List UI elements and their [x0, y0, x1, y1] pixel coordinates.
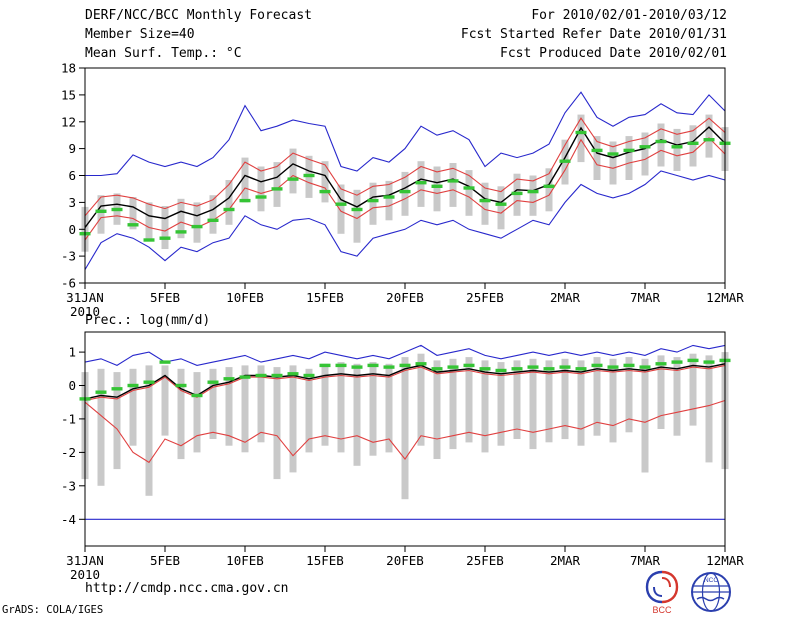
ncc-logo-text: NCC — [704, 577, 718, 584]
temp-chart: -6 -3 0 3 6 9 12 15 18 31JAN 5FEB 10FEB 15FEB 20FEB 25… — [61, 61, 744, 320]
prec-series-lower-red-line — [84, 399, 726, 464]
temp-series-ensemble-mean — [84, 126, 726, 228]
grads-credit: GrADS: COLA/IGES — [2, 604, 104, 616]
svg-text:10FEB: 10FEB — [226, 290, 264, 305]
svg-text:0: 0 — [68, 378, 76, 393]
temp-series-observation — [79, 130, 731, 242]
svg-text:15: 15 — [61, 87, 76, 102]
prec-series-ensemble-mean — [84, 363, 726, 400]
bcc-logo-text: BCC — [652, 605, 672, 615]
ncc-logo-wave — [696, 596, 725, 602]
forecast-range-label: For 2010/02/01-2010/03/12 — [531, 8, 727, 23]
svg-text:0: 0 — [68, 222, 76, 237]
bcc-logo-red-arc — [661, 570, 679, 604]
svg-text:1: 1 — [68, 345, 76, 360]
svg-text:-1: -1 — [61, 411, 76, 426]
svg-text:25FEB: 25FEB — [466, 553, 504, 568]
svg-text:25FEB: 25FEB — [466, 290, 504, 305]
source-url: http://cmdp.ncc.cma.gov.cn — [85, 581, 289, 596]
prec-chart: -4 -3 -2 -1 0 1 31JAN 5FEB 10FEB 15FEB 20FEB 25FEB 2… — [61, 331, 744, 582]
temp-series-ensemble-max — [85, 91, 726, 177]
svg-text:2MAR: 2MAR — [550, 290, 581, 305]
svg-text:15FEB: 15FEB — [306, 290, 344, 305]
prec-series-ensemble-max — [84, 344, 726, 367]
svg-text:31JAN: 31JAN — [66, 553, 104, 568]
svg-text:20FEB: 20FEB — [386, 553, 424, 568]
temp-chart-title: Mean Surf. Temp.: °C — [85, 46, 242, 61]
prec-series-observation — [79, 358, 731, 401]
bcc-logo-inner-red-swirl — [661, 577, 671, 588]
svg-text:7MAR: 7MAR — [630, 553, 661, 568]
svg-text:2MAR: 2MAR — [550, 553, 581, 568]
svg-text:31JAN: 31JAN — [66, 290, 104, 305]
svg-text:-6: -6 — [61, 276, 76, 291]
svg-text:12: 12 — [61, 114, 76, 129]
svg-text:12MAR: 12MAR — [706, 553, 744, 568]
svg-text:-3: -3 — [61, 249, 76, 264]
bcc-logo: BCC — [645, 570, 679, 615]
member-size-label: Member Size=40 — [85, 27, 195, 42]
svg-text:15FEB: 15FEB — [306, 553, 344, 568]
svg-text:5FEB: 5FEB — [150, 290, 180, 305]
svg-text:3: 3 — [68, 195, 76, 210]
svg-text:12MAR: 12MAR — [706, 290, 744, 305]
svg-text:2010: 2010 — [70, 304, 100, 319]
bcc-logo-inner-blue-swirl — [653, 586, 663, 597]
bcc-logo-blue-arc — [645, 570, 663, 604]
svg-text:-2: -2 — [61, 445, 76, 460]
temp-series-upper-red-line — [84, 117, 726, 217]
fcst-refer-date-label: Fcst Started Refer Date 2010/01/31 — [460, 27, 727, 42]
svg-text:2010: 2010 — [70, 567, 100, 582]
page-title: DERF/NCC/BCC Monthly Forecast — [85, 8, 312, 23]
fcst-produced-date-label: Fcst Produced Date 2010/02/01 — [500, 46, 727, 61]
prec-series-ensemble-spread-bars — [81, 352, 729, 500]
svg-text:5FEB: 5FEB — [150, 553, 180, 568]
svg-text:-4: -4 — [61, 512, 76, 527]
svg-text:9: 9 — [68, 141, 76, 156]
svg-text:-3: -3 — [61, 478, 76, 493]
temp-series-ensemble-min — [84, 170, 726, 270]
svg-text:20FEB: 20FEB — [386, 290, 424, 305]
svg-text:18: 18 — [61, 61, 76, 76]
svg-text:10FEB: 10FEB — [226, 553, 264, 568]
svg-text:6: 6 — [68, 168, 76, 183]
svg-text:7MAR: 7MAR — [630, 290, 661, 305]
prec-chart-title: Prec.: log(mm/d) — [85, 313, 211, 328]
ncc-cma-logo: NCC — [691, 572, 731, 612]
